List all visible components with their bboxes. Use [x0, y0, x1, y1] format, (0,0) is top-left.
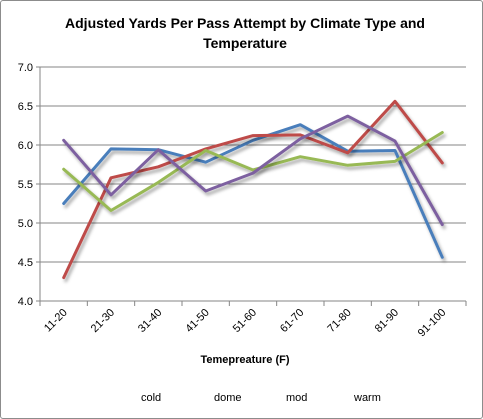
legend: cold dome mod warm [110, 392, 381, 404]
plot-area [62, 99, 444, 280]
x-axis-title: Temepreature (F) [200, 354, 289, 366]
x-tick-label: 91-100 [416, 307, 449, 340]
x-tick-label: 31-40 [136, 307, 164, 335]
chart-title-line-1: Adjusted Yards Per Pass Attempt by Clima… [65, 15, 425, 31]
x-tick-label: 71-80 [325, 307, 353, 335]
x-tick-label: 21-30 [89, 307, 117, 335]
y-tick-label: 5.5 [18, 179, 33, 191]
gridlines [36, 66, 467, 306]
series-line-dome [62, 99, 444, 280]
x-tick-label: 11-20 [42, 307, 70, 335]
x-axis-ticks: 11-20 21-30 31-40 41-50 51-60 61-70 71-80 81-90… [42, 307, 448, 340]
x-tick-label: 61-70 [278, 307, 306, 335]
y-tick-label: 4.0 [18, 296, 33, 308]
legend-label-cold: cold [141, 392, 161, 404]
series-line-warm [62, 114, 444, 227]
series-line-mod [62, 131, 444, 212]
y-tick-label: 6.0 [18, 140, 33, 152]
legend-label-warm: warm [353, 392, 381, 404]
x-tick-label: 51-60 [231, 307, 259, 335]
y-tick-label: 7.0 [18, 62, 33, 74]
x-tick-label: 41-50 [183, 307, 211, 335]
x-tick-label: 81-90 [373, 307, 401, 335]
legend-label-dome: dome [214, 392, 242, 404]
chart-title-line-2: Temperature [203, 35, 287, 51]
series-line-cold [62, 123, 444, 259]
legend-label-mod: mod [286, 392, 307, 404]
y-tick-label: 4.5 [18, 257, 33, 269]
y-tick-label: 6.5 [18, 101, 33, 113]
y-axis-ticks: 4.0 4.5 5.0 5.5 6.0 6.5 7.0 [18, 62, 33, 308]
y-tick-label: 5.0 [18, 218, 33, 230]
